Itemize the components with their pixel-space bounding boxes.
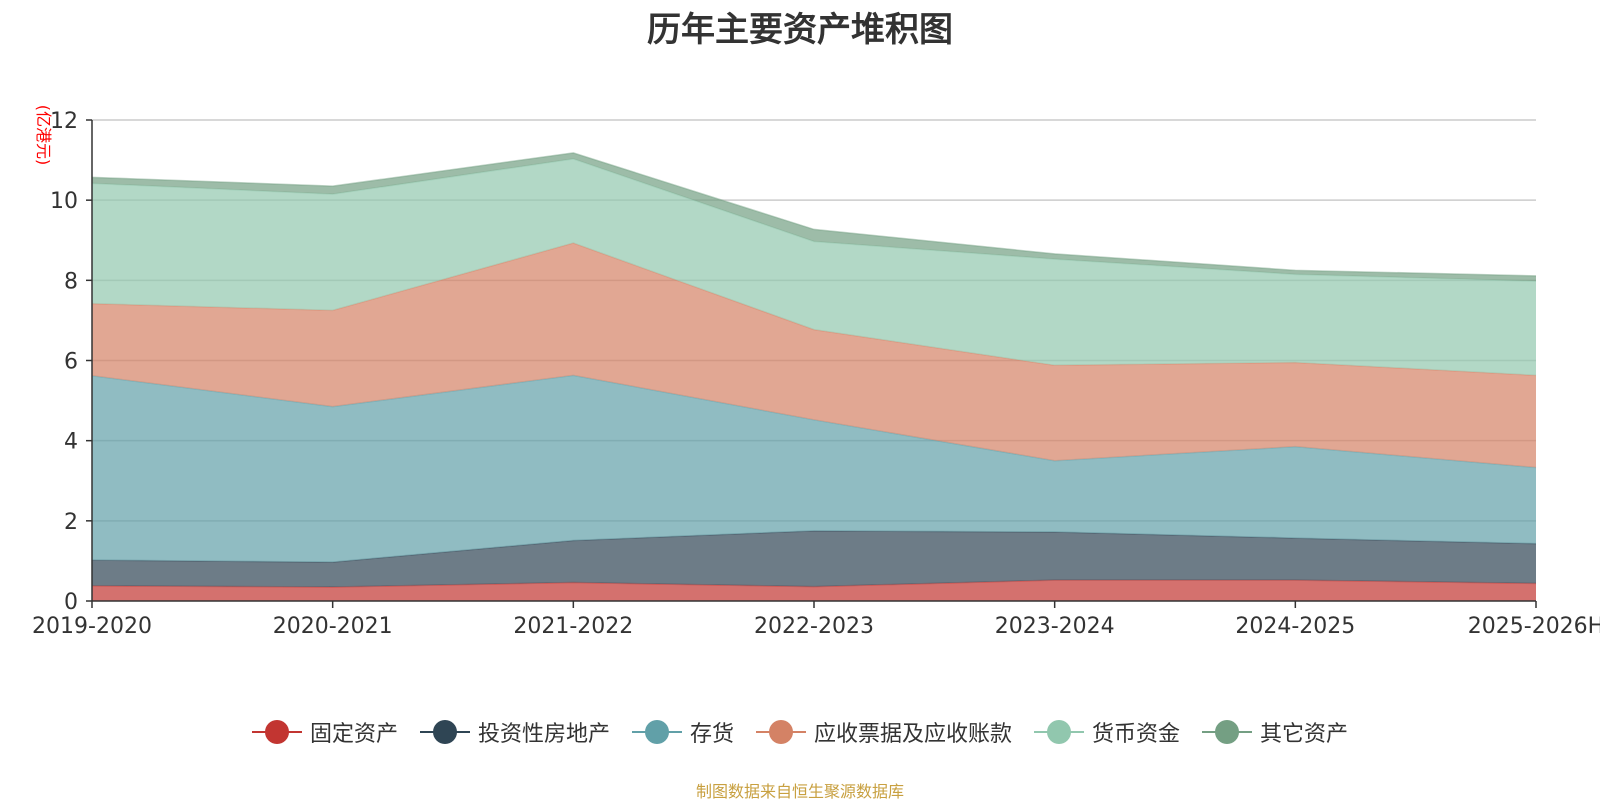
area-series-1 bbox=[92, 530, 1536, 587]
legend-item-3[interactable]: 应收票据及应收账款 bbox=[756, 716, 1012, 748]
x-tick-label-1: 2020-2021 bbox=[273, 614, 393, 639]
area-series bbox=[91, 152, 1537, 601]
legend: 固定资产 投资性房地产 存货 应收票据及应收账款 货币资金 其它资产 bbox=[0, 716, 1600, 748]
x-tick-label-6: 2025-2026H bbox=[1468, 614, 1600, 639]
legend-marker-icon bbox=[1202, 720, 1253, 744]
legend-item-4[interactable]: 货币资金 bbox=[1034, 716, 1180, 748]
y-tick-label-3: 6 bbox=[64, 350, 78, 375]
legend-marker-icon bbox=[1034, 720, 1085, 744]
chart-title: 历年主要资产堆积图 bbox=[647, 10, 953, 50]
legend-marker-icon bbox=[756, 720, 806, 744]
legend-marker-icon bbox=[631, 720, 682, 744]
x-tick-label-5: 2024-2025 bbox=[1235, 614, 1355, 639]
y-tick-label-4: 8 bbox=[64, 269, 78, 294]
y-tick-label-2: 4 bbox=[64, 430, 78, 455]
legend-label: 固定资产 bbox=[309, 722, 398, 747]
y-tick-label-0: 0 bbox=[64, 590, 78, 615]
area-series-4 bbox=[92, 158, 1536, 376]
legend-label: 其它资产 bbox=[1260, 722, 1349, 747]
legend-item-0[interactable]: 固定资产 bbox=[251, 716, 398, 748]
x-tick-label-3: 2022-2023 bbox=[754, 614, 874, 639]
area-series-edge-5 bbox=[91, 152, 1537, 277]
area-series-3 bbox=[92, 243, 1536, 468]
y-tick-label-6: 12 bbox=[50, 109, 78, 134]
legend-item-5[interactable]: 其它资产 bbox=[1202, 716, 1348, 748]
legend-marker-icon bbox=[251, 720, 302, 744]
source-note: 制图数据来自恒生聚源数据库 bbox=[695, 782, 904, 801]
y-tick-label-1: 2 bbox=[64, 510, 78, 535]
x-tick-label-0: 2019-2020 bbox=[32, 614, 152, 639]
x-tick-label-4: 2023-2024 bbox=[995, 614, 1115, 639]
area-series-2 bbox=[92, 375, 1536, 563]
y-axis-label: (亿港元) bbox=[34, 105, 53, 166]
legend-item-2[interactable]: 存货 bbox=[631, 716, 734, 748]
area-series-0 bbox=[92, 580, 1536, 601]
axes: 0 2 4 6 8 10 12 2019-2020 2020-2021 2021-2022 2022… bbox=[32, 109, 1600, 639]
legend-label: 存货 bbox=[689, 722, 734, 747]
y-tick-label-5: 10 bbox=[50, 189, 78, 214]
legend-label: 应收票据及应收账款 bbox=[814, 722, 1013, 747]
legend-marker-icon bbox=[419, 720, 470, 744]
legend-label: 货币资金 bbox=[1092, 722, 1181, 747]
x-tick-label-2: 2021-2022 bbox=[513, 614, 633, 639]
legend-item-1[interactable]: 投资性房地产 bbox=[419, 716, 610, 748]
legend-label: 投资性房地产 bbox=[477, 722, 610, 747]
